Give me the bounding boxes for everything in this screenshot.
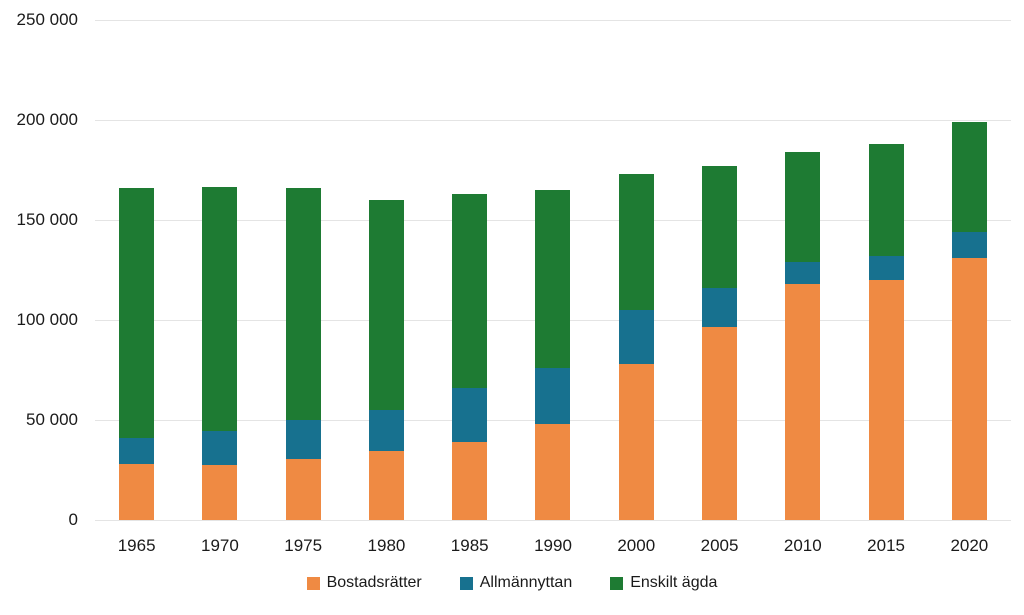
segment-1970-enskilt-gda [202, 187, 238, 431]
segment-2020-enskilt-gda [951, 122, 987, 232]
segment-1975-allm-nnyttan [285, 420, 321, 459]
legend-item-enskilt-gda: Enskilt ägda [610, 574, 717, 592]
segment-2000-enskilt-gda [618, 174, 654, 310]
bar-stack-2015 [868, 144, 904, 520]
x-axis-label-1980: 1980 [367, 536, 406, 555]
segment-1970-bostadsr-tter [202, 465, 238, 520]
segment-1980-enskilt-gda [368, 200, 404, 410]
x-axis-label-2015: 2015 [867, 536, 905, 555]
legend: Bostadsrätter Allmännyttan Enskilt ägda [0, 574, 1024, 592]
bar-stack-1975 [285, 188, 321, 520]
y-axis-tick-label: 150 000 [16, 210, 78, 229]
segment-1980-bostadsr-tter [368, 451, 404, 520]
y-axis-tick-label: 200 000 [16, 110, 78, 129]
bar-stack-1985 [452, 194, 488, 520]
x-axis-label-1970: 1970 [200, 536, 239, 555]
bar-1985 [428, 194, 511, 520]
legend-label: Bostadsrätter [326, 574, 422, 591]
bar-1970 [178, 187, 261, 520]
bar-2010 [761, 152, 844, 520]
bar-stack-2005 [702, 166, 738, 520]
segment-2020-bostadsr-tter [951, 258, 987, 520]
y-axis-tick-label: 0 [68, 510, 78, 529]
segment-2020-allm-nnyttan [951, 232, 987, 258]
legend-swatch-icon [459, 576, 473, 590]
legend-swatch-icon [306, 576, 320, 590]
x-axis-label-2005: 2005 [700, 536, 739, 555]
gridline [95, 120, 1011, 121]
x-axis-label-2000: 2000 [617, 536, 656, 555]
plot-area [95, 20, 1011, 521]
segment-1985-enskilt-gda [452, 194, 488, 388]
gridline [95, 20, 1011, 21]
segment-1965-allm-nnyttan [119, 438, 155, 464]
bar-stack-1970 [202, 187, 238, 520]
bar-1990 [511, 190, 594, 520]
segment-2015-enskilt-gda [868, 144, 904, 256]
bar-2005 [678, 166, 761, 520]
bar-stack-2010 [785, 152, 821, 520]
segment-2005-allm-nnyttan [702, 288, 738, 327]
segment-1980-allm-nnyttan [368, 410, 404, 451]
segment-2015-allm-nnyttan [868, 256, 904, 280]
bar-2000 [595, 174, 678, 520]
segment-1975-enskilt-gda [285, 188, 321, 420]
legend-item-allm-nnyttan: Allmännyttan [459, 574, 573, 592]
y-axis-tick-label: 100 000 [16, 310, 78, 329]
x-axis-label-1985: 1985 [450, 536, 489, 555]
segment-1990-bostadsr-tter [535, 424, 571, 520]
segment-1975-bostadsr-tter [285, 459, 321, 520]
segment-2000-allm-nnyttan [618, 310, 654, 364]
bar-2015 [844, 144, 927, 520]
segment-1965-enskilt-gda [119, 188, 155, 438]
legend-label: Allmännyttan [479, 574, 573, 591]
segment-2005-enskilt-gda [702, 166, 738, 288]
segment-2000-bostadsr-tter [618, 364, 654, 520]
bar-1965 [95, 188, 178, 520]
bar-stack-1965 [119, 188, 155, 520]
x-axis-label-1975: 1975 [284, 536, 323, 555]
segment-1990-allm-nnyttan [535, 368, 571, 424]
segment-2010-enskilt-gda [785, 152, 821, 262]
gridline [95, 520, 1011, 521]
bar-2020 [928, 122, 1011, 520]
segment-2010-allm-nnyttan [785, 262, 821, 284]
x-axis-label-1990: 1990 [534, 536, 572, 555]
bar-1980 [345, 200, 428, 520]
bar-1975 [262, 188, 345, 520]
segment-2005-bostadsr-tter [702, 327, 738, 520]
legend-item-bostadsr-tter: Bostadsrätter [306, 574, 422, 592]
x-axis-label-2020: 2020 [950, 536, 989, 555]
segment-1990-enskilt-gda [535, 190, 571, 368]
bar-stack-1980 [368, 200, 404, 520]
segment-1970-allm-nnyttan [202, 431, 238, 465]
y-axis-tick-label: 250 000 [16, 10, 78, 29]
legend-label: Enskilt ägda [630, 574, 718, 591]
segment-2015-bostadsr-tter [868, 280, 904, 520]
bar-stack-2020 [951, 122, 987, 520]
segment-1965-bostadsr-tter [119, 464, 155, 520]
bar-stack-1990 [535, 190, 571, 520]
x-axis-label-1965: 1965 [117, 536, 156, 555]
y-axis-tick-label: 50 000 [26, 410, 78, 429]
legend-swatch-icon [610, 576, 624, 590]
segment-2010-bostadsr-tter [785, 284, 821, 520]
segment-1985-allm-nnyttan [452, 388, 488, 442]
bar-stack-2000 [618, 174, 654, 520]
x-axis-label-2010: 2010 [783, 536, 822, 555]
segment-1985-bostadsr-tter [452, 442, 488, 520]
